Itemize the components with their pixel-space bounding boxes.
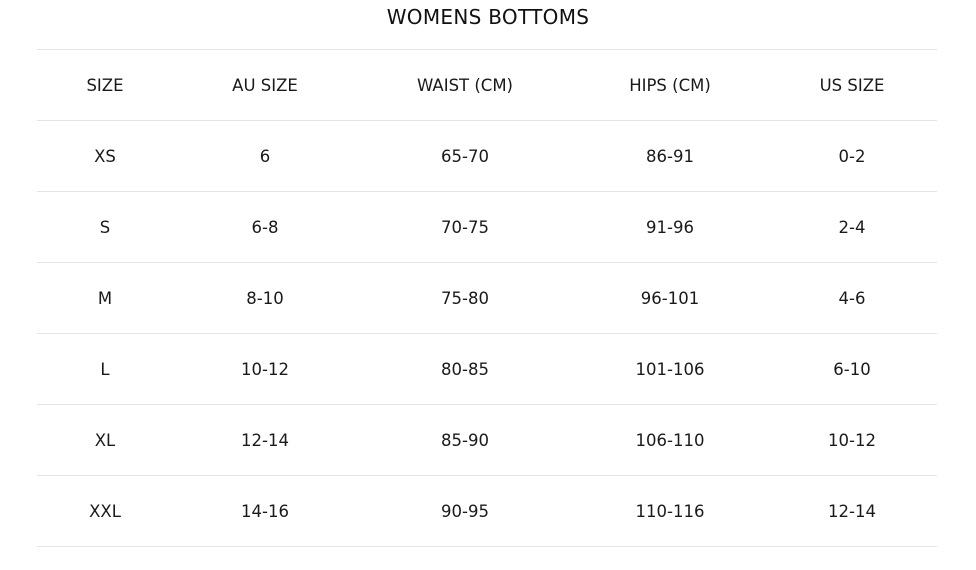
cell-us-size: 4-6: [767, 262, 937, 334]
cell-waist: 70-75: [357, 191, 573, 263]
header-hips: HIPS (CM): [573, 49, 767, 121]
cell-hips: 91-96: [573, 191, 767, 263]
cell-au-size: 8-10: [173, 262, 357, 334]
cell-au-size: 6: [173, 120, 357, 192]
cell-hips: 101-106: [573, 333, 767, 405]
cell-waist: 85-90: [357, 404, 573, 476]
cell-us-size: 10-12: [767, 404, 937, 476]
table-row: XS 6 65-70 86-91 0-2: [37, 120, 937, 192]
cell-us-size: 2-4: [767, 191, 937, 263]
table-row: M 8-10 75-80 96-101 4-6: [37, 262, 937, 334]
header-au-size: AU SIZE: [173, 49, 357, 121]
cell-size: S: [37, 191, 173, 263]
table-row: XL 12-14 85-90 106-110 10-12: [37, 404, 937, 476]
cell-size: XS: [37, 120, 173, 192]
header-waist: WAIST (CM): [357, 49, 573, 121]
cell-size: L: [37, 333, 173, 405]
cell-waist: 75-80: [357, 262, 573, 334]
cell-us-size: 0-2: [767, 120, 937, 192]
cell-au-size: 14-16: [173, 475, 357, 547]
cell-waist: 80-85: [357, 333, 573, 405]
table-row: S 6-8 70-75 91-96 2-4: [37, 191, 937, 263]
cell-hips: 86-91: [573, 120, 767, 192]
header-size: SIZE: [37, 49, 173, 121]
cell-waist: 90-95: [357, 475, 573, 547]
cell-us-size: 6-10: [767, 333, 937, 405]
header-row: SIZE AU SIZE WAIST (CM) HIPS (CM) US SIZ…: [37, 49, 937, 121]
table-row: XXL 14-16 90-95 110-116 12-14: [37, 475, 937, 547]
cell-au-size: 10-12: [173, 333, 357, 405]
cell-hips: 96-101: [573, 262, 767, 334]
table-row: L 10-12 80-85 101-106 6-10: [37, 333, 937, 405]
size-chart-title: WOMENS BOTTOMS: [386, 5, 590, 29]
cell-hips: 106-110: [573, 404, 767, 476]
cell-size: XXL: [37, 475, 173, 547]
cell-size: M: [37, 262, 173, 334]
cell-au-size: 12-14: [173, 404, 357, 476]
cell-waist: 65-70: [357, 120, 573, 192]
cell-size: XL: [37, 404, 173, 476]
cell-hips: 110-116: [573, 475, 767, 547]
size-chart-table: SIZE AU SIZE WAIST (CM) HIPS (CM) US SIZ…: [37, 49, 937, 547]
cell-us-size: 12-14: [767, 475, 937, 547]
header-us-size: US SIZE: [767, 49, 937, 121]
cell-au-size: 6-8: [173, 191, 357, 263]
